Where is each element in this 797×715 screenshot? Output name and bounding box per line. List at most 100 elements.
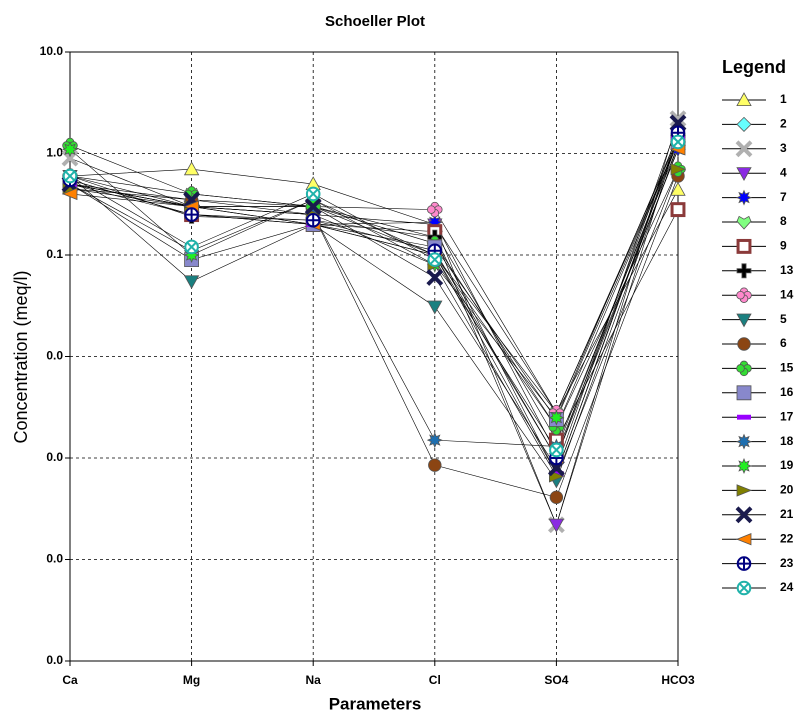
marker [736, 484, 753, 497]
series-line [69, 141, 679, 414]
x-axis-title: Parameters [329, 694, 422, 713]
marker-shape [735, 189, 753, 206]
legend-label: 19 [780, 458, 794, 472]
marker [735, 533, 752, 546]
marker [304, 198, 322, 215]
marker [735, 189, 753, 206]
marker [736, 92, 752, 106]
marker-shape [673, 137, 683, 147]
marker [736, 556, 752, 571]
legend-label: 21 [780, 507, 794, 521]
legend-label: 2 [780, 117, 787, 131]
marker [548, 518, 565, 533]
marker [670, 181, 686, 196]
marker [427, 252, 443, 267]
marker [669, 110, 687, 128]
series-line [69, 135, 679, 526]
series-line [69, 149, 679, 455]
series-line [69, 132, 679, 459]
legend-label: 15 [780, 361, 794, 375]
series-line [69, 145, 679, 429]
marker-shape [735, 457, 753, 475]
y-axis-title: Concentration (meq/l) [11, 270, 31, 443]
legend-title: Legend [722, 57, 786, 77]
marker [427, 201, 443, 218]
marker-shape [737, 337, 751, 351]
marker-shape [426, 269, 444, 286]
x-tick-label: Cl [429, 673, 441, 687]
plot-frame [69, 51, 679, 662]
marker-shape [548, 518, 565, 533]
x-tick-label: SO4 [544, 673, 568, 687]
y-tick-label: 0.0 [46, 552, 63, 566]
marker-shape [737, 414, 751, 420]
x-tick-label: Ca [62, 673, 78, 687]
marker-shape [428, 458, 442, 472]
marker-shape [427, 300, 443, 315]
legend-label: 5 [780, 312, 787, 326]
marker [736, 287, 752, 303]
marker [736, 580, 752, 596]
legend-label: 14 [780, 287, 794, 301]
x-tick-label: Mg [183, 673, 200, 687]
marker [670, 134, 686, 150]
marker-shape [737, 557, 751, 570]
marker-shape [670, 163, 687, 176]
series-line [69, 169, 679, 478]
marker-shape [669, 110, 687, 128]
marker [183, 161, 200, 176]
legend-label: 22 [780, 531, 794, 545]
legend-label: 18 [780, 434, 794, 448]
marker-shape [304, 198, 322, 215]
marker [736, 215, 752, 230]
marker-shape [65, 171, 75, 181]
y-tick-label: 0.1 [46, 247, 63, 261]
marker-shape [183, 161, 200, 176]
legend-label: 1 [780, 92, 787, 106]
marker-shape [736, 385, 752, 401]
legend-label: 3 [780, 141, 787, 155]
marker-shape [427, 205, 436, 214]
marker-shape [736, 364, 745, 373]
marker [736, 313, 752, 328]
y-tick-label: 1.0 [46, 146, 63, 160]
marker [548, 409, 565, 426]
marker [61, 141, 79, 158]
series-line [69, 141, 679, 429]
marker-shape [736, 167, 752, 182]
x-tick-label: Na [306, 673, 322, 687]
marker [184, 207, 199, 222]
legend-label: 7 [780, 190, 787, 204]
marker [735, 140, 753, 158]
marker-shape [739, 583, 749, 593]
marker-shape [551, 445, 562, 455]
marker [737, 414, 751, 420]
marker-shape [735, 506, 753, 524]
marker-shape [735, 433, 753, 450]
marker [549, 490, 564, 505]
y-tick-label: 0.0 [46, 653, 63, 667]
marker-shape [736, 484, 753, 497]
marker [426, 269, 444, 286]
marker [184, 239, 199, 255]
marker [735, 433, 753, 450]
marker-shape [185, 208, 198, 221]
marker-shape [186, 242, 197, 252]
chart-title: Schoeller Plot [325, 13, 425, 30]
marker-shape [308, 188, 319, 199]
series-line [69, 135, 679, 419]
marker [183, 275, 200, 290]
marker [736, 238, 752, 254]
marker [670, 163, 687, 176]
legend-label: 9 [780, 239, 787, 253]
marker [735, 506, 753, 524]
series-line [69, 145, 679, 447]
marker-shape [670, 202, 686, 218]
marker-shape [429, 254, 440, 265]
marker [427, 300, 443, 315]
marker-shape [736, 215, 752, 230]
y-tick-label: 0.0 [46, 450, 63, 464]
marker [305, 212, 321, 228]
marker-shape [736, 313, 752, 328]
marker [305, 186, 321, 202]
